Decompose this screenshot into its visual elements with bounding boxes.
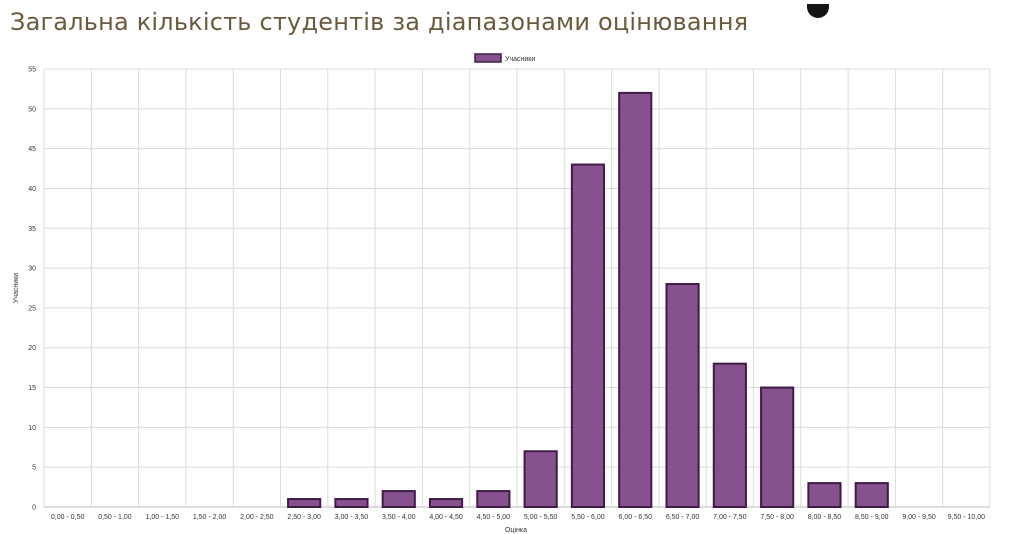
y-axis-ticks: 0 5 10 15 20 25 30 35 40 45 50 55 [28,67,36,512]
x-tick-label: 5,00 - 5,50 [524,514,558,521]
y-tick-label: 55 [28,67,36,74]
y-tick-label: 45 [28,146,36,153]
bar [618,91,653,509]
legend-swatch [474,53,502,63]
bar [712,362,747,508]
x-tick-label: 9,50 - 10,00 [948,514,985,521]
y-tick-label: 10 [28,425,36,432]
bar [334,498,369,509]
x-tick-label: 1,50 - 2,00 [193,514,227,521]
y-tick-label: 50 [28,106,36,113]
y-tick-label: 40 [28,186,36,193]
bar [854,482,889,509]
x-tick-label: 6,00 - 6,50 [619,514,653,521]
y-tick-label: 30 [28,266,36,273]
x-tick-label: 8,00 - 8,50 [808,514,842,521]
x-tick-label: 0,50 - 1,00 [98,514,132,521]
x-tick-label: 5,50 - 6,00 [571,514,605,521]
corner-shape [807,4,829,18]
chart-legend: Учасники [474,53,535,63]
x-tick-label: 4,50 - 5,00 [477,514,511,521]
y-tick-label: 5 [32,465,36,472]
x-tick-label: 6,50 - 7,00 [666,514,700,521]
x-tick-label: 8,50 - 9,00 [855,514,889,521]
x-tick-label: 9,00 - 9,50 [902,514,936,521]
x-tick-label: 1,00 - 1,50 [146,514,180,521]
x-axis-title: Оцінка [505,526,527,534]
x-tick-label: 4,00 - 4,50 [429,514,463,521]
y-axis-title: Учасники [13,273,20,303]
y-tick-label: 25 [28,305,36,312]
bar [665,283,700,508]
bar [807,482,842,509]
bar [381,490,416,508]
bar [428,498,464,509]
x-tick-label: 3,50 - 4,00 [382,514,416,521]
x-tick-label: 2,50 - 3,00 [287,514,321,521]
y-tick-label: 15 [28,385,36,392]
bar [570,163,606,508]
legend-label: Учасники [505,56,535,63]
x-tick-label: 3,00 - 3,50 [335,514,369,521]
y-tick-label: 0 [32,505,36,512]
x-tick-label: 2,00 - 2,50 [240,514,274,521]
x-axis-ticks: 0,00 - 0,50 0,50 - 1,00 1,00 - 1,50 1,50 - … [51,514,985,521]
chart-bars [287,91,889,509]
x-tick-label: 7,50 - 8,00 [760,514,794,521]
x-tick-label: 7,00 - 7,50 [713,514,747,521]
y-tick-label: 35 [28,226,36,233]
bar [523,450,558,508]
x-tick-label: 0,00 - 0,50 [51,514,85,521]
chart-grid [43,68,991,508]
bar [287,498,322,509]
bar [760,386,795,508]
y-tick-label: 20 [28,345,36,352]
page-title: Загальна кількість студентів за діапазон… [10,8,749,36]
bar [476,490,511,508]
